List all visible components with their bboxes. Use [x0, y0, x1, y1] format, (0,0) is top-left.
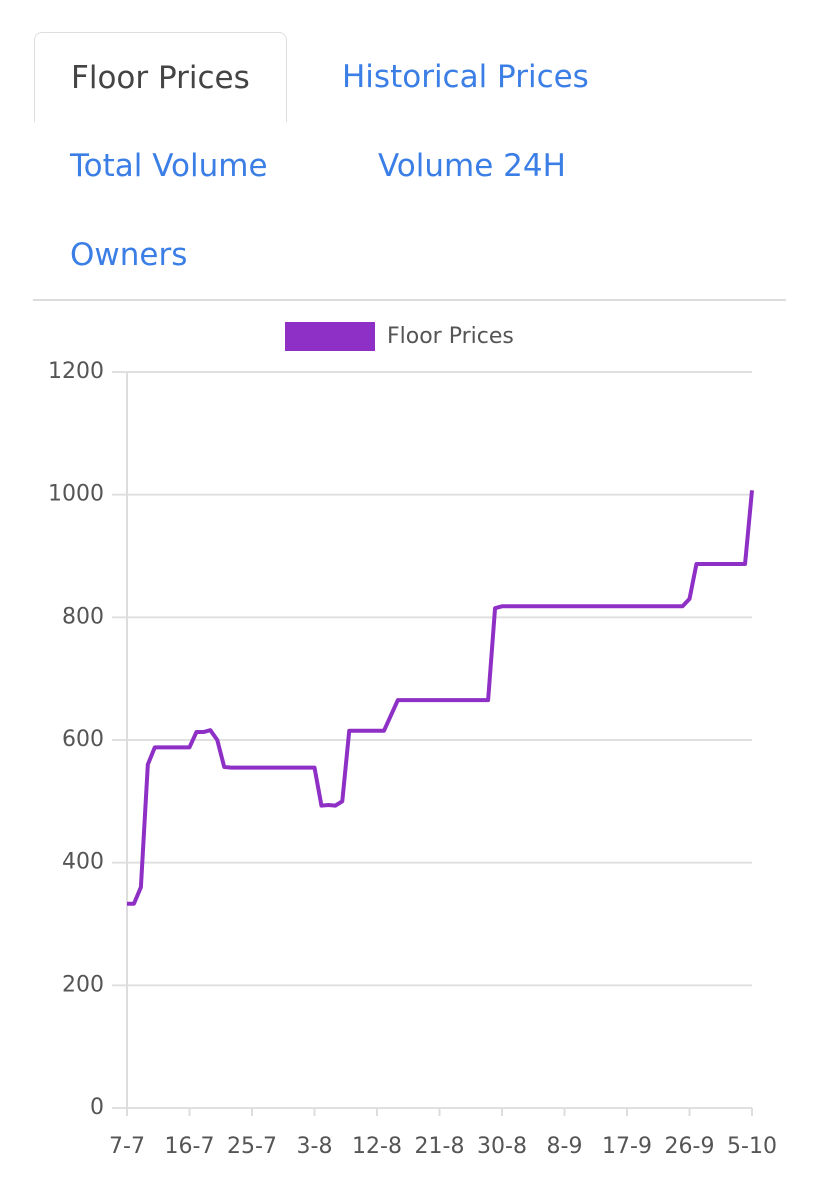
- x-tick-label: 5-10: [727, 1134, 777, 1159]
- tab[interactable]: Volume 24H: [378, 148, 566, 184]
- x-tick-label: 17-9: [602, 1134, 652, 1159]
- tab[interactable]: Historical Prices: [342, 59, 589, 95]
- legend-swatch: [285, 322, 375, 351]
- x-tick-label: 16-7: [165, 1134, 215, 1159]
- y-tick-label: 400: [62, 850, 104, 875]
- x-tick-label: 30-8: [477, 1134, 527, 1159]
- legend-label: Floor Prices: [387, 324, 514, 349]
- y-tick-label: 800: [62, 604, 104, 629]
- x-tick-label: 12-8: [352, 1134, 402, 1159]
- x-tick-label: 21-8: [415, 1134, 465, 1159]
- y-tick-label: 1000: [48, 482, 104, 507]
- line-series: [127, 490, 754, 906]
- x-tick-label: 7-7: [109, 1134, 145, 1159]
- x-tick-label: 26-9: [665, 1134, 715, 1159]
- y-tick-label: 0: [90, 1095, 104, 1120]
- y-tick-label: 1200: [48, 359, 104, 384]
- tab[interactable]: Owners: [70, 237, 188, 273]
- x-tick-label: 25-7: [227, 1134, 277, 1159]
- divider: [33, 299, 786, 301]
- tab[interactable]: Total Volume: [70, 148, 268, 184]
- tab[interactable]: Floor Prices: [34, 32, 287, 122]
- x-tick-label: 8-9: [547, 1134, 583, 1159]
- y-tick-label: 600: [62, 727, 104, 752]
- x-tick-label: 3-8: [297, 1134, 333, 1159]
- y-tick-label: 200: [62, 972, 104, 997]
